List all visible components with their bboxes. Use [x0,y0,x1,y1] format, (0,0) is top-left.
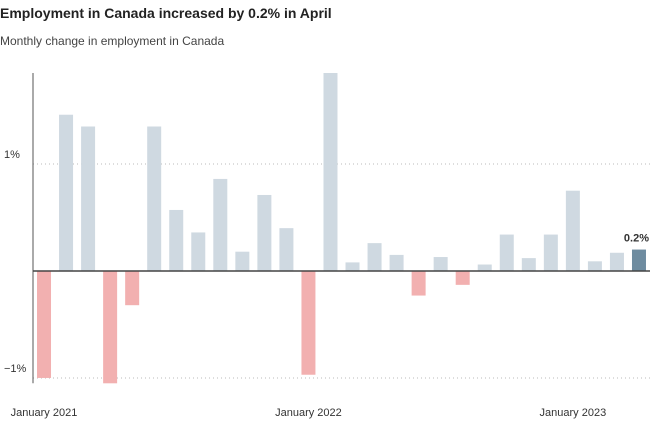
x-tick-label: January 2022 [275,407,342,419]
bar [147,126,162,271]
bar [609,252,624,271]
bar [631,249,646,271]
bar [301,270,316,375]
chart-title: Employment in Canada increased by 0.2% i… [0,5,332,21]
bar [455,270,470,285]
value-label: 0.2% [624,233,649,245]
bar [367,243,382,271]
bar [411,270,426,296]
bar [257,194,272,271]
bar [433,257,448,271]
bar [37,270,52,378]
bar [345,262,360,271]
bar [499,234,514,271]
bar [521,258,536,271]
bar [565,190,580,271]
x-tick-label: January 2023 [540,407,607,419]
bar [477,264,492,271]
bar [543,234,558,271]
bar [81,126,96,271]
bar [191,232,206,271]
bar [587,261,602,271]
bar [59,114,74,271]
bar [235,251,250,271]
bar [323,73,338,271]
bar [103,270,118,384]
x-tick-label: January 2021 [11,407,78,419]
bar [279,228,294,271]
y-tick-label: −1% [4,363,27,375]
bar [169,209,184,271]
bar [389,254,404,271]
y-tick-label: 1% [4,149,20,161]
bar [125,270,140,306]
chart-subtitle: Monthly change in employment in Canada [0,34,224,48]
bar [213,178,228,271]
